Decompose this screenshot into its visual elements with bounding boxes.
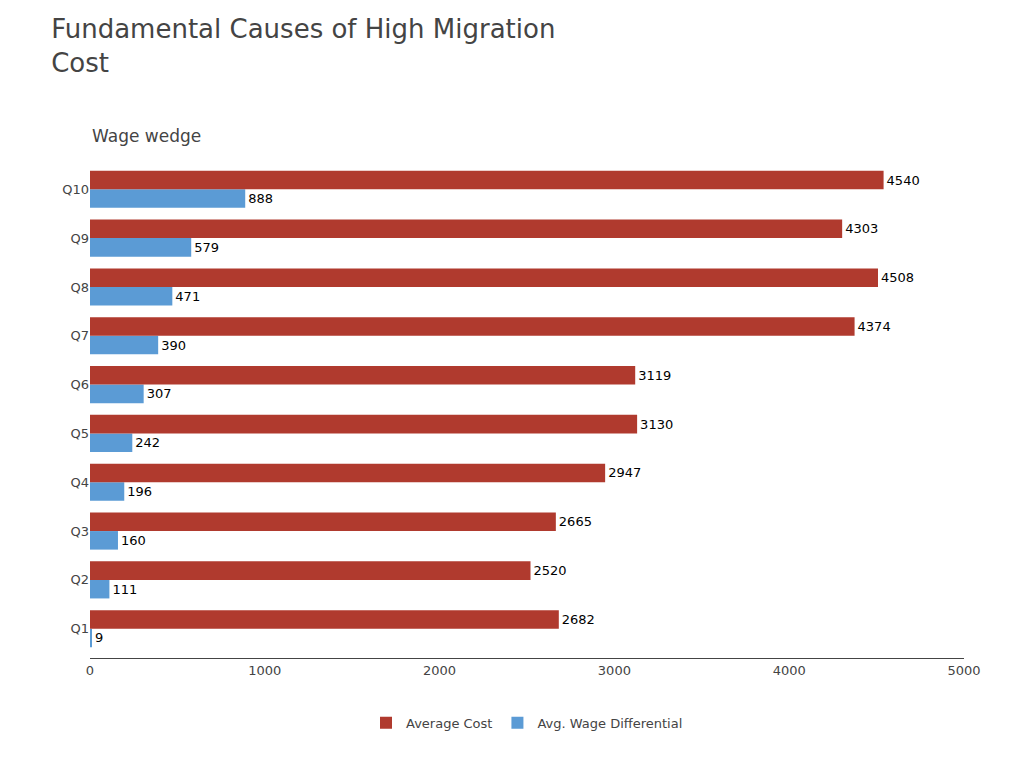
svg-text:Q5: Q5 [70, 426, 89, 441]
svg-text:Avg. Wage Differential: Avg. Wage Differential [537, 716, 682, 731]
svg-text:Q10: Q10 [62, 182, 89, 197]
svg-text:390: 390 [161, 338, 186, 353]
svg-text:2682: 2682 [562, 612, 595, 627]
svg-text:Q3: Q3 [70, 524, 89, 539]
svg-text:Fundamental Causes of High Mig: Fundamental Causes of High MigrationCost [51, 14, 555, 78]
svg-text:Q9: Q9 [70, 231, 89, 246]
svg-text:0: 0 [86, 663, 94, 678]
svg-text:1000: 1000 [248, 663, 281, 678]
svg-text:471: 471 [175, 289, 200, 304]
svg-text:111: 111 [112, 582, 137, 597]
svg-text:3000: 3000 [598, 663, 631, 678]
svg-text:9: 9 [95, 630, 103, 645]
svg-text:2520: 2520 [534, 563, 567, 578]
svg-text:Q4: Q4 [70, 475, 89, 490]
svg-text:Q6: Q6 [70, 377, 89, 392]
svg-text:307: 307 [147, 386, 172, 401]
svg-text:2665: 2665 [559, 514, 592, 529]
svg-text:242: 242 [135, 435, 160, 450]
svg-text:4303: 4303 [845, 221, 878, 236]
svg-text:5000: 5000 [947, 663, 980, 678]
svg-text:4540: 4540 [887, 173, 920, 188]
svg-text:4374: 4374 [858, 319, 891, 334]
svg-text:160: 160 [121, 533, 146, 548]
svg-text:196: 196 [127, 484, 152, 499]
svg-text:Wage wedge: Wage wedge [92, 126, 201, 146]
svg-text:Q2: Q2 [70, 572, 89, 587]
svg-text:4000: 4000 [773, 663, 806, 678]
svg-text:Average Cost: Average Cost [406, 716, 492, 731]
svg-text:2947: 2947 [608, 465, 641, 480]
svg-text:3119: 3119 [638, 368, 671, 383]
svg-text:Q1: Q1 [70, 621, 89, 636]
svg-text:4508: 4508 [881, 270, 914, 285]
svg-text:888: 888 [248, 191, 273, 206]
svg-text:3130: 3130 [640, 417, 673, 432]
svg-text:579: 579 [194, 240, 219, 255]
svg-text:Q8: Q8 [70, 279, 89, 294]
svg-text:2000: 2000 [423, 663, 456, 678]
svg-text:Q7: Q7 [70, 328, 89, 343]
